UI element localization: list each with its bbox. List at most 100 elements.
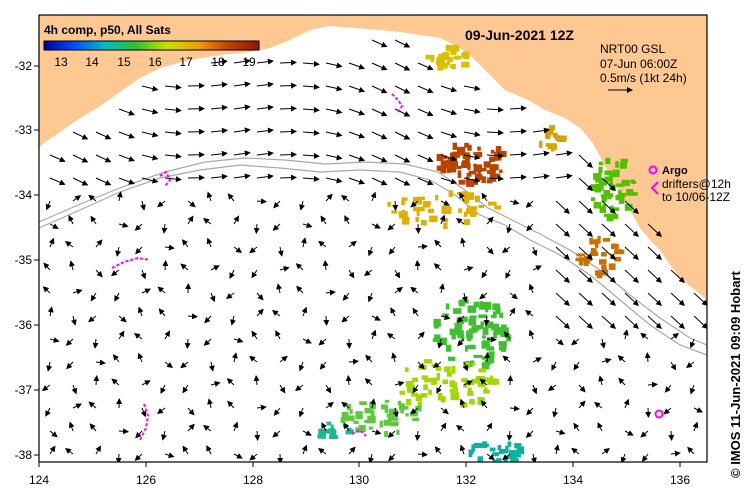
current-vector: [371, 154, 388, 163]
sst-pixel: [447, 56, 453, 63]
sst-pixel: [326, 421, 332, 426]
sst-pixel: [492, 303, 500, 311]
sst-pixel: [494, 205, 502, 210]
current-vector: [599, 338, 606, 349]
current-vector: [417, 361, 425, 370]
current-vector: [318, 240, 327, 248]
current-vector: [302, 430, 312, 436]
current-vector: [438, 283, 445, 294]
sst-pixel: [579, 257, 584, 266]
current-vector: [463, 108, 481, 115]
sst-pixel: [498, 341, 507, 347]
current-vector: [118, 154, 135, 162]
current-vector: [302, 129, 320, 136]
current-vector: [532, 357, 542, 363]
sst-pixel: [624, 203, 633, 211]
sst-pixel: [603, 213, 607, 217]
current-scale-label: 0.5m/s (1kt 24h): [600, 71, 687, 85]
y-tick-label: -37: [15, 383, 33, 397]
sst-pixel: [417, 197, 422, 205]
sst-pixel: [506, 334, 511, 342]
current-vector: [578, 315, 593, 329]
current-vector: [624, 315, 639, 329]
current-vector: [365, 354, 373, 363]
sst-pixel: [443, 222, 448, 230]
current-vector: [693, 407, 703, 413]
sst-pixel: [488, 351, 495, 357]
current-vector: [256, 292, 264, 301]
current-vector: [455, 218, 465, 225]
sst-pixel: [436, 366, 442, 371]
current-vector: [348, 62, 366, 70]
sst-pixel: [370, 410, 375, 417]
sst-pixel: [471, 444, 476, 452]
sst-pixel: [387, 201, 391, 207]
current-vector: [256, 173, 274, 180]
current-vector: [693, 292, 707, 306]
current-vector: [302, 222, 313, 229]
current-vector: [226, 292, 235, 299]
sst-pixel: [477, 146, 481, 151]
sst-pixel: [610, 205, 614, 210]
current-vector: [95, 131, 112, 140]
sst-pixel: [467, 305, 477, 313]
current-vector: [157, 200, 166, 208]
colorbar-label: 18: [211, 55, 225, 69]
current-vector: [42, 286, 51, 294]
current-vector: [319, 361, 327, 370]
current-vector: [481, 269, 488, 279]
current-vector: [524, 310, 534, 317]
sst-pixel: [493, 378, 500, 385]
current-vector: [532, 173, 550, 180]
current-vector: [256, 150, 274, 157]
sst-pixel: [364, 419, 370, 424]
current-vector: [685, 361, 695, 368]
sst-pixel: [415, 216, 419, 222]
sst-pixel: [593, 202, 601, 209]
current-vector: [601, 269, 616, 283]
current-vector: [555, 292, 570, 306]
sst-pixel: [596, 274, 603, 279]
current-date-label: 07-Jun 06:00Z: [600, 57, 678, 71]
current-vector: [162, 260, 169, 271]
current-vector: [65, 338, 74, 346]
current-vector: [601, 357, 612, 364]
current-vector: [49, 223, 59, 229]
current-vector: [463, 380, 473, 386]
sst-pixel: [440, 160, 449, 168]
sst-pixel: [451, 334, 456, 340]
current-vector: [390, 307, 396, 317]
current-vector: [670, 315, 685, 329]
sst-pixel: [473, 163, 477, 167]
current-vector: [203, 218, 212, 225]
sst-pixel: [418, 206, 425, 212]
current-vector: [437, 338, 444, 349]
current-vector: [348, 108, 366, 116]
current-vector: [509, 292, 518, 300]
sst-pixel: [595, 183, 604, 191]
sst-pixel: [473, 164, 483, 173]
sst-pixel: [608, 263, 616, 270]
current-vector: [141, 108, 159, 115]
current-vector: [463, 177, 481, 184]
current-vector: [88, 194, 97, 202]
current-vector: [436, 384, 442, 394]
current-vector: [412, 307, 419, 317]
sst-pixel: [451, 365, 456, 374]
sst-pixel: [549, 125, 555, 131]
current-vector: [275, 330, 281, 340]
current-vector: [134, 453, 143, 461]
current-vector: [230, 315, 236, 326]
current-vector: [440, 131, 458, 139]
current-vector: [578, 200, 593, 214]
sst-pixel: [590, 239, 600, 245]
current-vector: [486, 129, 504, 136]
current-vector: [233, 127, 251, 134]
current-vector: [388, 246, 396, 255]
current-vector: [371, 429, 382, 435]
colorbar-label: 13: [54, 55, 68, 69]
land-australia: [39, 15, 707, 300]
current-vector: [187, 215, 194, 225]
current-vector: [279, 266, 290, 272]
sst-pixel: [598, 161, 603, 166]
